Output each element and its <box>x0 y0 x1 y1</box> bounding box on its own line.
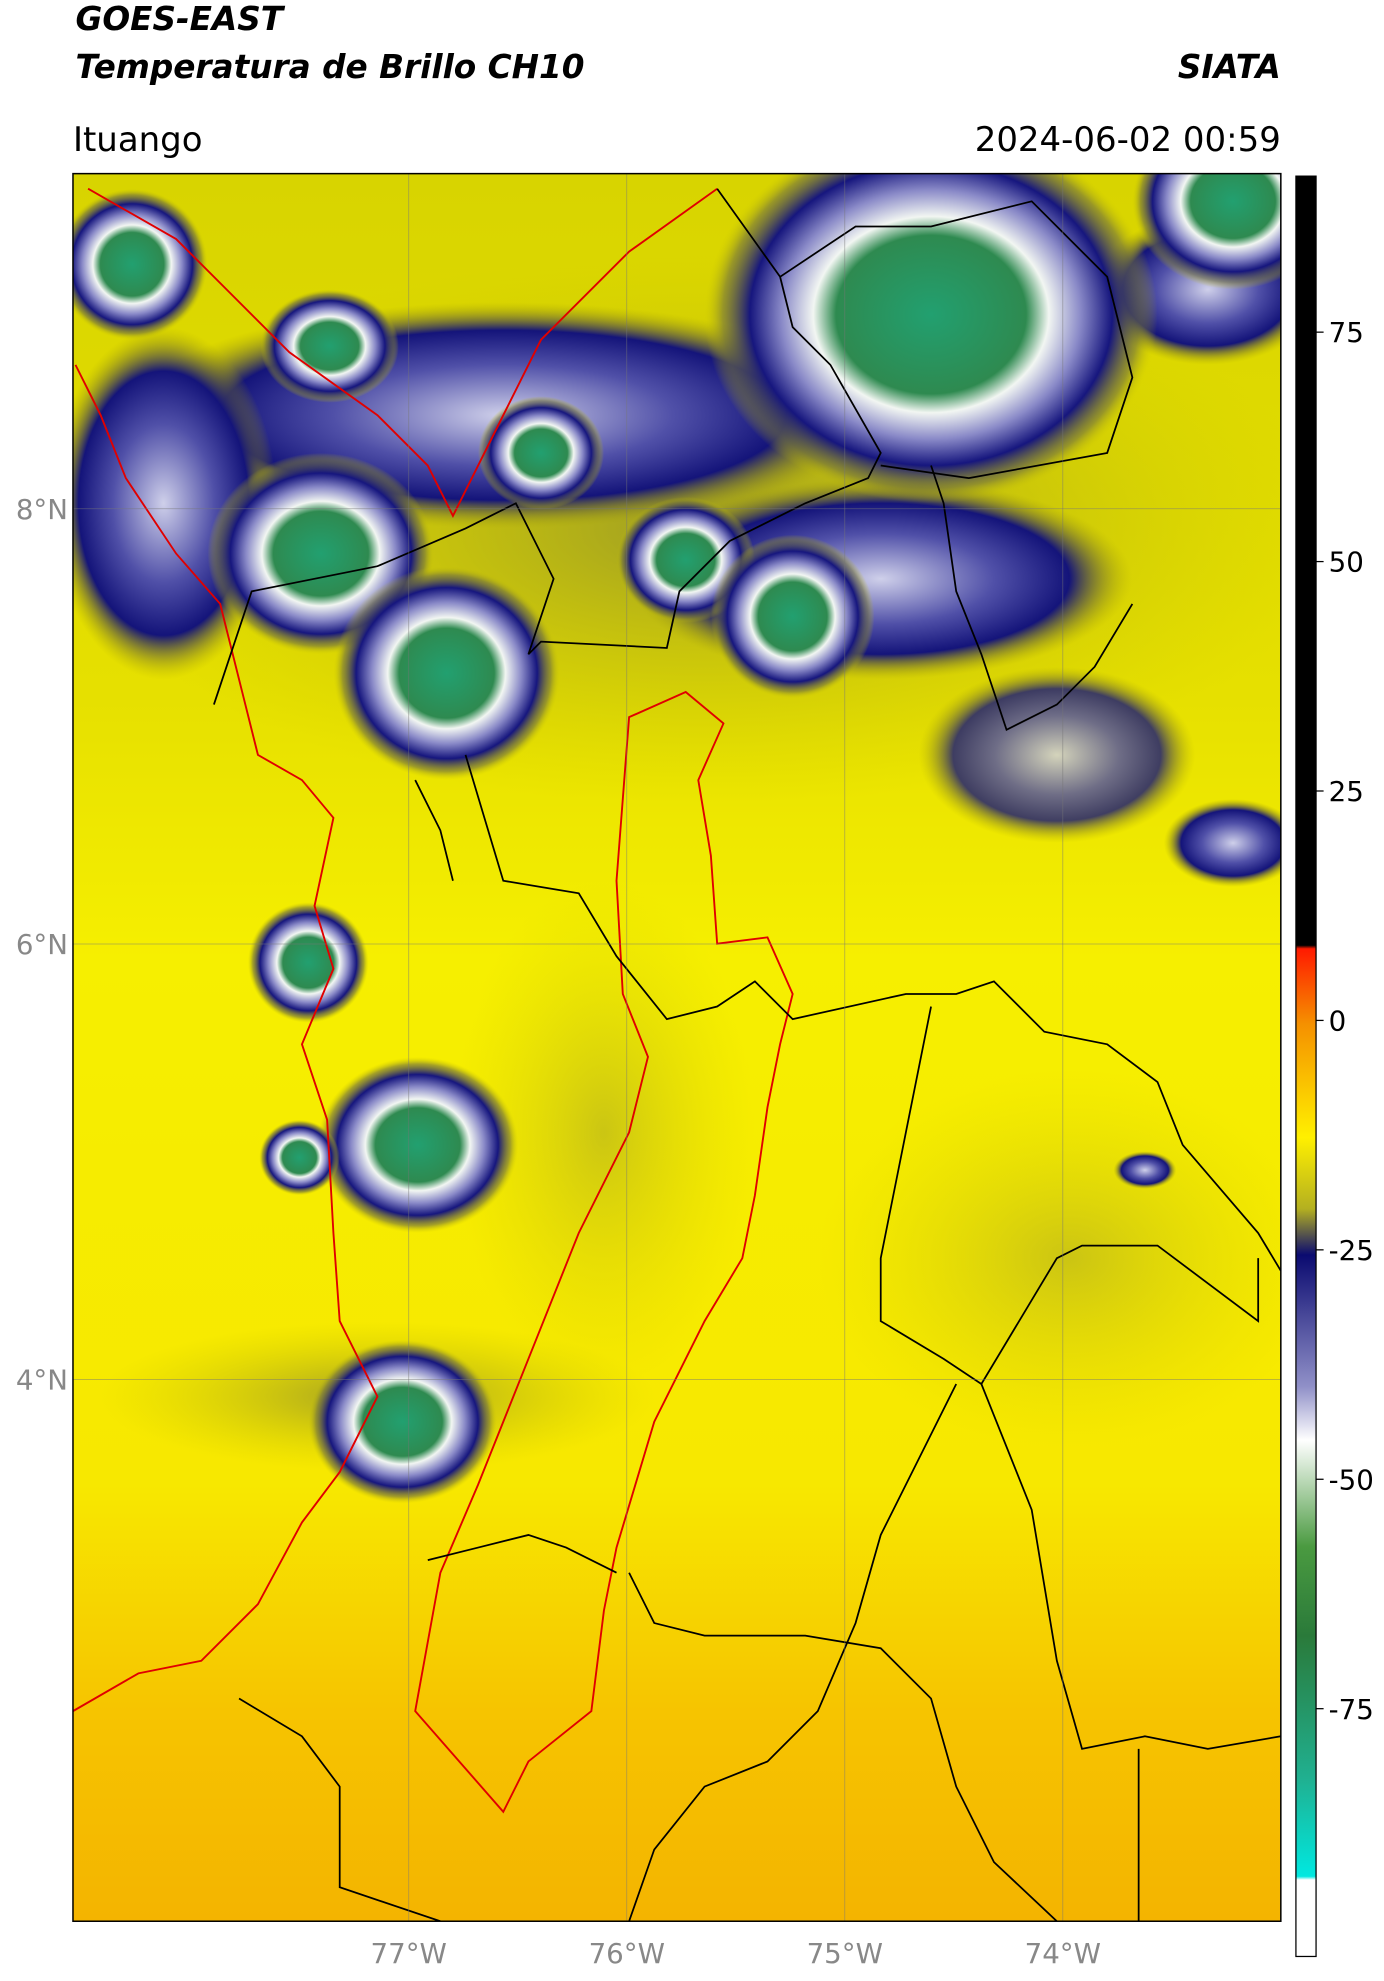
region-label: Ituango <box>73 120 203 160</box>
lon-tick-label: 74°W <box>1025 1937 1101 1970</box>
product-title: Temperatura de Brillo CH10 <box>75 48 584 86</box>
satellite-image <box>72 173 1281 1922</box>
satellite-title: GOES-EAST <box>75 0 285 38</box>
lat-tick-label: 4°N <box>16 1363 68 1396</box>
colorbar-tick-label: -75 <box>1329 1693 1374 1726</box>
lon-tick-label: 76°W <box>589 1937 665 1970</box>
colorbar-tick-label: -25 <box>1329 1234 1374 1267</box>
colorbar-tick-label: -50 <box>1329 1463 1374 1496</box>
lat-tick-label: 6°N <box>16 928 68 961</box>
source-label: SIATA <box>1178 48 1281 86</box>
colorbar <box>1295 175 1317 1958</box>
colorbar-tick-label: 75 <box>1329 316 1364 349</box>
lon-tick-label: 75°W <box>807 1937 883 1970</box>
graticule <box>72 173 1281 1922</box>
datetime-label: 2024-06-02 00:59 <box>975 120 1281 160</box>
colorbar-tick-label: 50 <box>1329 546 1364 579</box>
colorbar-tick-label: 0 <box>1329 1004 1347 1037</box>
map-frame <box>72 172 1282 1922</box>
lat-tick-label: 8°N <box>16 493 68 526</box>
lon-tick-label: 77°W <box>371 1937 447 1970</box>
colorbar-tick-label: 25 <box>1329 775 1364 808</box>
